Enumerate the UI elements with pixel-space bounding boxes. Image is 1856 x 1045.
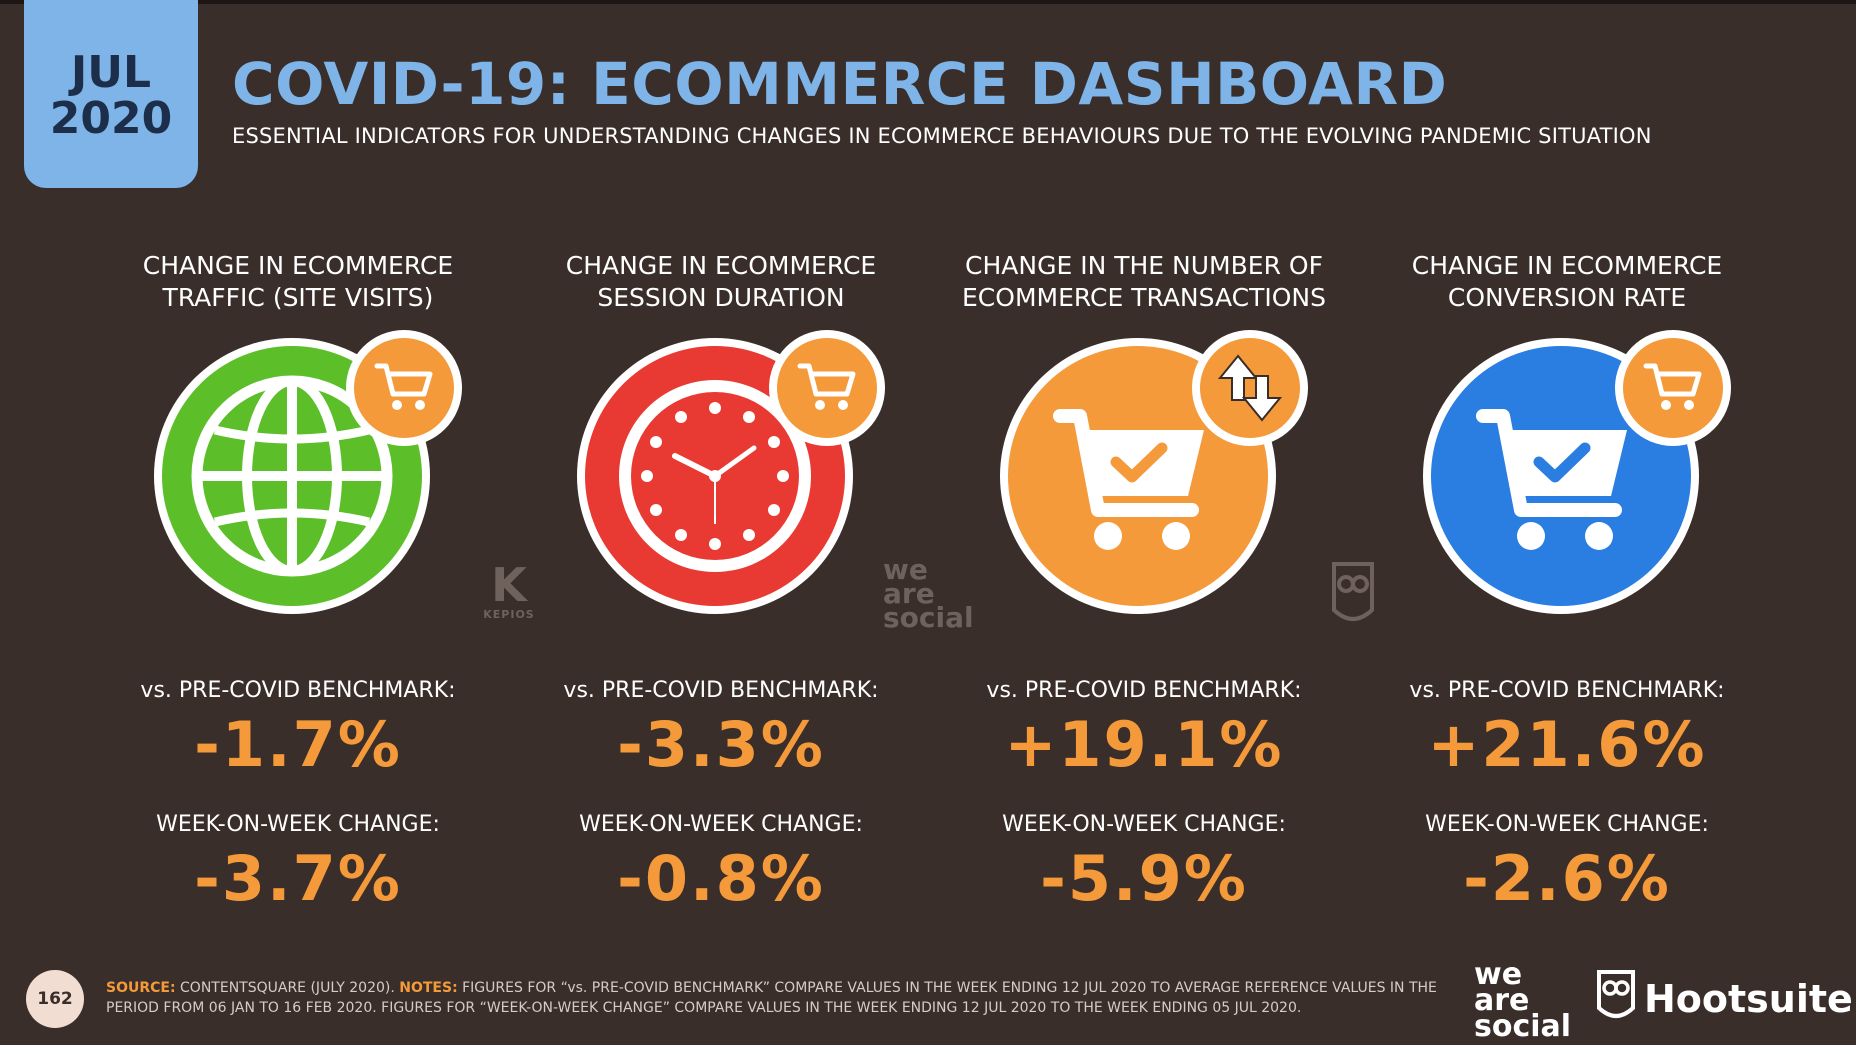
benchmark-value: +19.1% (1004, 708, 1284, 781)
logo-line: are (1474, 983, 1530, 1018)
hootsuite-logo: Hootsuite ® (1596, 970, 1856, 1028)
benchmark-label: vs. PRE-COVID BENCHMARK: (986, 678, 1302, 703)
metric-heading: CHANGE IN THE NUMBER OF ECOMMERCE TRANSA… (934, 250, 1354, 314)
owl-icon (1596, 970, 1636, 1028)
source-label: SOURCE: (106, 980, 176, 996)
metric-heading-line1: CHANGE IN ECOMMERCE (565, 251, 877, 280)
metric-conversion-rate: CHANGE IN ECOMMERCE CONVERSION RATE vs. … (1357, 0, 1777, 930)
page-subtitle: ESSENTIAL INDICATORS FOR UNDERSTANDING C… (232, 124, 1652, 148)
notes-label: NOTES: (399, 980, 458, 996)
cart-icon (767, 328, 887, 448)
kepios-watermark: K KEPIOS (482, 562, 536, 621)
watermark-line: we (883, 553, 928, 586)
source-text: CONTENTSQUARE (JULY 2020). (180, 980, 395, 996)
watermark-line: social (883, 601, 974, 634)
logo-line: social (1474, 1009, 1572, 1044)
we-are-social-logo: we are social (1474, 957, 1572, 1044)
metric-heading: CHANGE IN ECOMMERCE CONVERSION RATE (1357, 250, 1777, 314)
page-number: 162 (26, 970, 84, 1028)
week-on-week-value: -5.9% (1040, 842, 1248, 915)
metric-traffic: CHANGE IN ECOMMERCE TRAFFIC (SITE VISITS… (88, 0, 508, 930)
benchmark-value: -3.3% (617, 708, 825, 781)
metric-session-duration: CHANGE IN ECOMMERCE SESSION DURATION (511, 0, 931, 930)
kepios-watermark-text: KEPIOS (483, 608, 535, 621)
week-on-week-value: -3.7% (194, 842, 402, 915)
logo-line: we (1474, 957, 1523, 992)
owl-watermark-icon (1330, 562, 1376, 632)
metric-heading: CHANGE IN ECOMMERCE SESSION DURATION (511, 250, 931, 314)
metric-heading-line2: TRAFFIC (SITE VISITS) (162, 283, 434, 312)
metric-heading-line1: CHANGE IN ECOMMERCE (142, 251, 454, 280)
date-year: 2020 (49, 93, 173, 144)
registered-mark: ® (1855, 976, 1856, 990)
notes-text: FIGURES FOR “vs. PRE-COVID BENCHMARK” CO… (106, 980, 1437, 1016)
metric-heading-line2: ECOMMERCE TRANSACTIONS (962, 283, 1326, 312)
up-down-arrows-icon (1190, 328, 1310, 448)
date-month: JUL (70, 46, 152, 98)
metric-heading-line1: CHANGE IN THE NUMBER OF (965, 251, 1323, 280)
cart-icon (1613, 328, 1733, 448)
cart-icon (344, 328, 464, 448)
week-on-week-value: -2.6% (1463, 842, 1671, 915)
page-title: COVID-19: ECOMMERCE DASHBOARD (232, 50, 1448, 118)
benchmark-value: -1.7% (194, 708, 402, 781)
metric-transactions: CHANGE IN THE NUMBER OF ECOMMERCE TRANSA… (934, 0, 1354, 930)
metric-heading-line2: CONVERSION RATE (1447, 283, 1687, 312)
hootsuite-wordmark: Hootsuite (1644, 977, 1853, 1021)
benchmark-value: +21.6% (1427, 708, 1707, 781)
benchmark-label: vs. PRE-COVID BENCHMARK: (1409, 678, 1725, 703)
watermark-line: are (883, 577, 935, 610)
week-on-week-label: WEEK-ON-WEEK CHANGE: (1425, 812, 1709, 837)
benchmark-label: vs. PRE-COVID BENCHMARK: (140, 678, 456, 703)
top-border (0, 0, 1856, 4)
metric-heading-line1: CHANGE IN ECOMMERCE (1411, 251, 1723, 280)
benchmark-label: vs. PRE-COVID BENCHMARK: (563, 678, 879, 703)
we-are-social-watermark: we are social (883, 553, 974, 634)
week-on-week-label: WEEK-ON-WEEK CHANGE: (579, 812, 863, 837)
kepios-watermark-letter: K (491, 558, 527, 612)
week-on-week-label: WEEK-ON-WEEK CHANGE: (156, 812, 440, 837)
date-badge: JUL 2020 (24, 0, 198, 188)
week-on-week-label: WEEK-ON-WEEK CHANGE: (1002, 812, 1286, 837)
metric-heading: CHANGE IN ECOMMERCE TRAFFIC (SITE VISITS… (88, 250, 508, 314)
week-on-week-value: -0.8% (617, 842, 825, 915)
metric-heading-line2: SESSION DURATION (597, 283, 845, 312)
source-notes: SOURCE: CONTENTSQUARE (JULY 2020). NOTES… (106, 978, 1446, 1018)
